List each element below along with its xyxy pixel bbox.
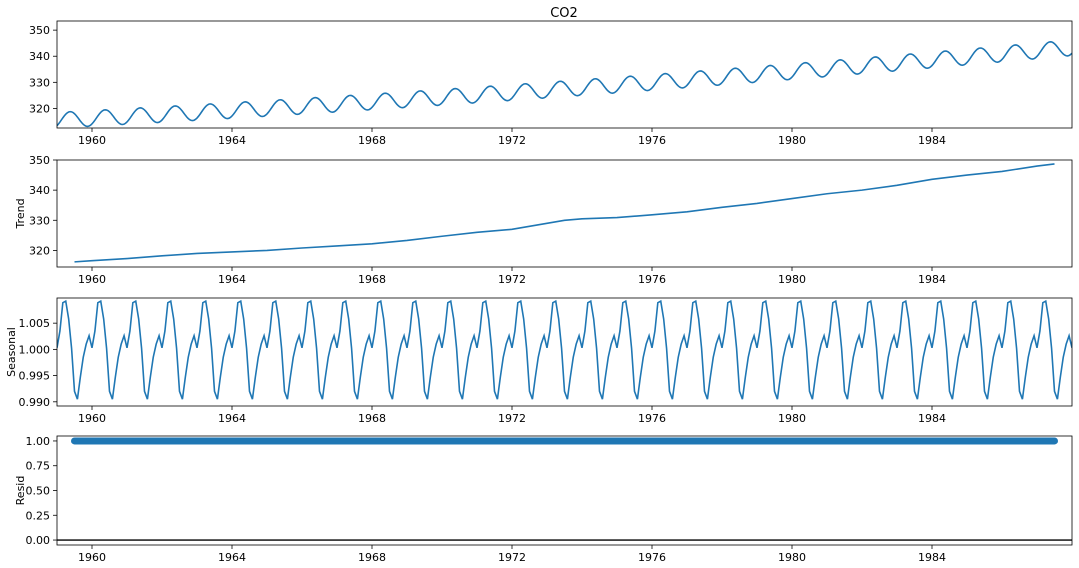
x-tick-label: 1972 — [498, 412, 526, 425]
x-tick-label: 1980 — [778, 273, 806, 286]
x-tick-label: 1968 — [358, 551, 386, 564]
y-tick-label: 0.995 — [19, 370, 51, 383]
y-tick-label: 340 — [29, 50, 50, 63]
x-tick-label: 1976 — [638, 551, 666, 564]
y-tick-label: 1.00 — [26, 435, 51, 448]
x-tick-label: 1980 — [778, 134, 806, 147]
y-tick-label: 330 — [29, 76, 50, 89]
resid-panel: 1960 1964 1968 1972 1976 1980 1984 0.00 0.25 0.50… — [14, 435, 1073, 564]
x-tick-label: 1976 — [638, 273, 666, 286]
seasonal-panel: 1960 1964 1968 1972 1976 1980 1984 0.990 0.995 1.… — [5, 297, 1073, 425]
x-tick-label: 1968 — [358, 412, 386, 425]
x-tick-label: 1976 — [638, 412, 666, 425]
x-tick-label: 1984 — [918, 273, 946, 286]
y-tick-label: 350 — [29, 24, 50, 37]
y-tick-label: 340 — [29, 184, 50, 197]
x-tick-label: 1976 — [638, 134, 666, 147]
x-tick-label: 1980 — [778, 412, 806, 425]
y-tick-label: 320 — [29, 244, 50, 257]
x-tick-label: 1968 — [358, 273, 386, 286]
y-tick-label: 1.005 — [19, 317, 51, 330]
x-tick-label: 1984 — [918, 412, 946, 425]
y-tick-label: 0.50 — [26, 485, 51, 498]
axes-frame — [56, 297, 1073, 407]
x-tick-label: 1960 — [78, 134, 106, 147]
y-tick-label: 0.990 — [19, 396, 51, 409]
x-tick-label: 1972 — [498, 134, 526, 147]
y-tick-label: 0.00 — [26, 534, 51, 547]
y-tick-label: 1.000 — [19, 343, 51, 356]
trend-panel: 1960 1964 1968 1972 1976 1980 1984 320 330 340 350… — [14, 154, 1073, 286]
x-tick-label: 1964 — [218, 273, 246, 286]
x-tick-label: 1980 — [778, 551, 806, 564]
y-axis-label: Seasonal — [5, 327, 18, 377]
x-tick-label: 1984 — [918, 134, 946, 147]
x-tick-label: 1972 — [498, 273, 526, 286]
axes-frame — [56, 435, 1073, 546]
observed-series-line — [57, 40, 1072, 128]
x-tick-label: 1960 — [78, 551, 106, 564]
chart-title: CO2 — [550, 6, 578, 21]
trend-series-line — [74, 163, 1055, 263]
x-tick-label: 1960 — [78, 412, 106, 425]
y-tick-label: 330 — [29, 214, 50, 227]
x-tick-label: 1984 — [918, 551, 946, 564]
x-tick-label: 1972 — [498, 551, 526, 564]
axes-frame — [56, 159, 1073, 268]
seasonal-series-line — [57, 299, 1072, 400]
x-tick-label: 1968 — [358, 134, 386, 147]
y-tick-label: 320 — [29, 102, 50, 115]
x-tick-label: 1964 — [218, 551, 246, 564]
y-axis-label: Resid — [14, 476, 27, 506]
x-tick-label: 1964 — [218, 134, 246, 147]
observed-panel: 1960 1964 1968 1972 1976 1980 1984 320 330 340 350 — [29, 20, 1073, 147]
y-tick-label: 350 — [29, 154, 50, 167]
y-tick-label: 0.25 — [26, 509, 51, 522]
y-axis-label: Trend — [14, 198, 27, 229]
y-tick-label: 0.75 — [26, 460, 51, 473]
x-tick-label: 1960 — [78, 273, 106, 286]
x-tick-label: 1964 — [218, 412, 246, 425]
axes-frame — [56, 20, 1073, 129]
